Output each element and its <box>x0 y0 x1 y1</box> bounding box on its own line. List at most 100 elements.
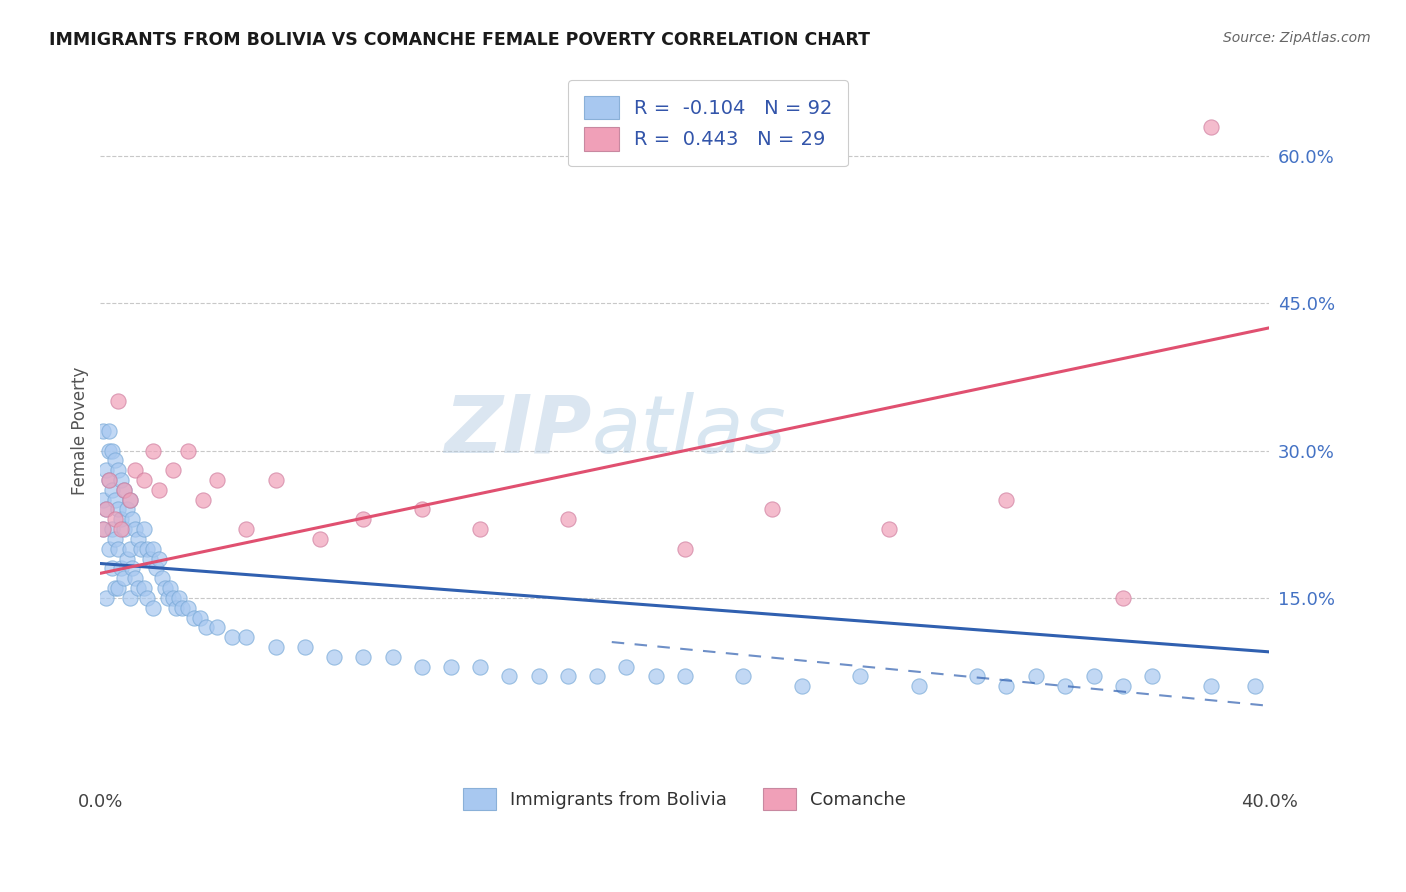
Point <box>110 561 132 575</box>
Point <box>121 561 143 575</box>
Point <box>112 483 135 497</box>
Point <box>879 522 901 536</box>
Point <box>98 473 121 487</box>
Point <box>107 463 129 477</box>
Point <box>124 463 146 477</box>
Point <box>995 492 1018 507</box>
Point <box>177 600 200 615</box>
Point <box>264 640 287 654</box>
Point <box>98 541 121 556</box>
Point <box>148 551 170 566</box>
Point <box>104 512 127 526</box>
Point <box>673 669 696 683</box>
Point <box>124 522 146 536</box>
Point <box>381 649 404 664</box>
Text: IMMIGRANTS FROM BOLIVIA VS COMANCHE FEMALE POVERTY CORRELATION CHART: IMMIGRANTS FROM BOLIVIA VS COMANCHE FEMA… <box>49 31 870 49</box>
Point <box>172 600 194 615</box>
Point <box>98 424 121 438</box>
Point <box>104 492 127 507</box>
Point <box>107 541 129 556</box>
Point <box>101 483 124 497</box>
Point <box>162 463 184 477</box>
Point <box>221 630 243 644</box>
Point <box>411 502 433 516</box>
Point <box>134 522 156 536</box>
Point <box>136 591 159 605</box>
Point <box>557 512 579 526</box>
Point <box>167 591 190 605</box>
Point <box>139 551 162 566</box>
Point <box>104 453 127 467</box>
Point <box>91 492 114 507</box>
Point <box>101 443 124 458</box>
Point <box>264 473 287 487</box>
Point <box>294 640 316 654</box>
Point <box>907 679 929 693</box>
Point <box>498 669 520 683</box>
Y-axis label: Female Poverty: Female Poverty <box>72 367 89 495</box>
Point <box>96 463 118 477</box>
Point <box>115 551 138 566</box>
Point <box>644 669 666 683</box>
Point <box>96 502 118 516</box>
Point <box>115 502 138 516</box>
Point <box>323 649 346 664</box>
Point <box>107 581 129 595</box>
Point <box>966 669 988 683</box>
Point <box>134 473 156 487</box>
Point <box>1243 679 1265 693</box>
Point <box>150 571 173 585</box>
Point <box>162 591 184 605</box>
Point <box>673 541 696 556</box>
Point <box>159 581 181 595</box>
Point <box>995 679 1018 693</box>
Point <box>194 620 217 634</box>
Point <box>142 600 165 615</box>
Point <box>110 522 132 536</box>
Point <box>98 473 121 487</box>
Point <box>177 443 200 458</box>
Point <box>118 492 141 507</box>
Point <box>207 473 229 487</box>
Point <box>235 522 257 536</box>
Text: atlas: atlas <box>592 392 786 470</box>
Point <box>308 532 330 546</box>
Point <box>207 620 229 634</box>
Point <box>104 581 127 595</box>
Point <box>112 483 135 497</box>
Point <box>101 522 124 536</box>
Point <box>191 492 214 507</box>
Point <box>129 541 152 556</box>
Point <box>142 443 165 458</box>
Point <box>411 659 433 673</box>
Point <box>127 581 149 595</box>
Point <box>165 600 187 615</box>
Point <box>761 502 783 516</box>
Point <box>112 571 135 585</box>
Legend: Immigrants from Bolivia, Comanche: Immigrants from Bolivia, Comanche <box>449 774 921 825</box>
Point <box>352 512 374 526</box>
Point <box>470 522 492 536</box>
Point <box>440 659 463 673</box>
Point <box>91 522 114 536</box>
Point <box>586 669 609 683</box>
Point <box>91 424 114 438</box>
Point <box>118 541 141 556</box>
Point <box>96 591 118 605</box>
Point <box>1199 120 1222 134</box>
Point <box>110 512 132 526</box>
Point <box>557 669 579 683</box>
Text: ZIP: ZIP <box>444 392 592 470</box>
Point <box>527 669 550 683</box>
Point <box>107 502 129 516</box>
Point <box>110 473 132 487</box>
Point <box>107 394 129 409</box>
Point <box>188 610 211 624</box>
Text: Source: ZipAtlas.com: Source: ZipAtlas.com <box>1223 31 1371 45</box>
Point <box>352 649 374 664</box>
Point <box>101 561 124 575</box>
Point <box>1112 591 1135 605</box>
Point <box>1199 679 1222 693</box>
Point <box>156 591 179 605</box>
Point <box>145 561 167 575</box>
